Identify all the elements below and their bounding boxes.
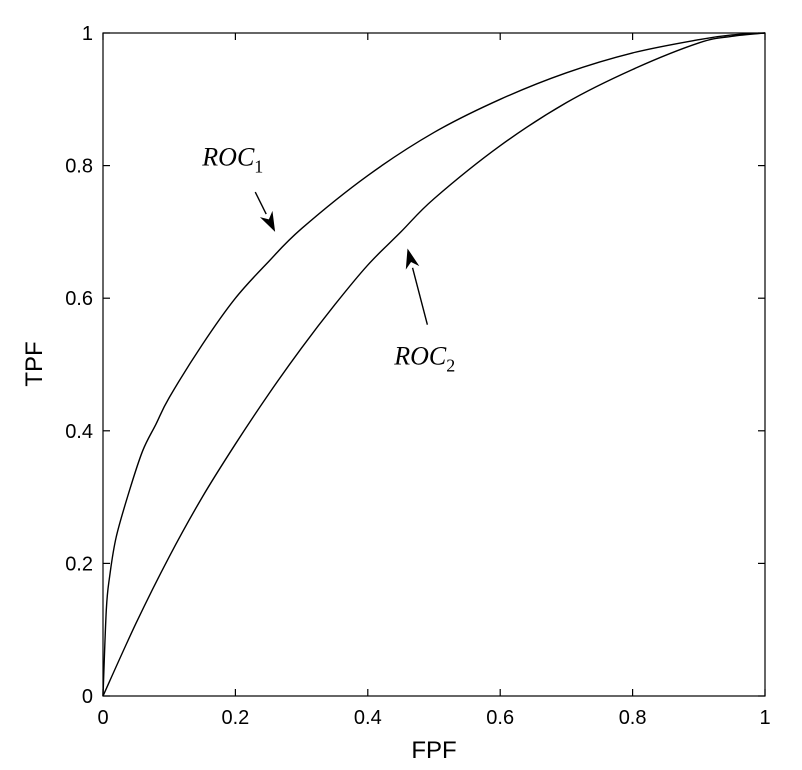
y-tick-label: 0.6 [65, 288, 93, 310]
x-tick-label: 0.4 [354, 707, 382, 729]
x-tick-label: 0 [97, 707, 108, 729]
annotation-roc2: ROC2 [393, 342, 455, 376]
annotation-arrowhead [259, 210, 276, 232]
annotation-arrow-line [254, 191, 267, 215]
annotation-arrow-line [411, 267, 429, 325]
annotation-arrowhead [405, 248, 420, 270]
y-tick-label: 0.2 [65, 553, 93, 575]
plot-frame [102, 32, 766, 697]
x-tick-label: 0.6 [486, 707, 514, 729]
x-tick-label: 0.8 [619, 707, 647, 729]
y-axis: 0 0.2 0.4 0.6 0.8 1 [65, 23, 765, 708]
series-lines [102, 32, 766, 697]
y-tick-label: 0.8 [65, 156, 93, 178]
y-tick-label: 0.4 [65, 421, 93, 443]
x-axis-title: FPF [411, 737, 456, 764]
x-axis: 0 0.2 0.4 0.6 0.8 1 [97, 33, 771, 729]
annotation-roc1: ROC1 [201, 143, 263, 177]
series-line-roc1 [102, 32, 766, 697]
y-tick-label: 0 [82, 686, 93, 708]
x-tick-label: 1 [759, 707, 770, 729]
y-axis-title: TPF [21, 341, 48, 386]
x-tick-label: 0.2 [221, 707, 249, 729]
annotations: ROC1 ROC2 [201, 143, 455, 376]
y-tick-label: 1 [82, 23, 93, 45]
series-line-roc2 [102, 32, 766, 697]
